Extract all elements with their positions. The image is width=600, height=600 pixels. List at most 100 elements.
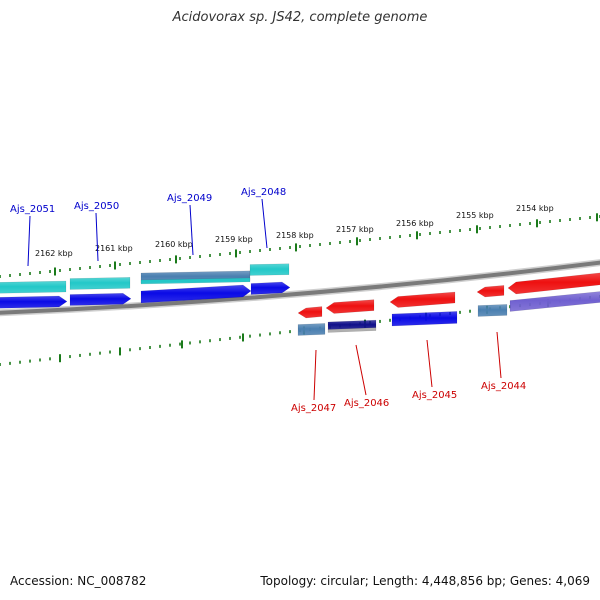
upper-scale-ruler-minor-tick bbox=[359, 239, 361, 242]
upper-scale-ruler-minor-tick bbox=[0, 275, 1, 278]
lower-scale-ruler-minor-tick bbox=[219, 338, 221, 342]
lower-scale-ruler-minor-tick bbox=[79, 353, 81, 357]
upper-scale-ruler-minor-tick bbox=[439, 231, 441, 234]
reverse-gene-leader-line bbox=[496, 331, 502, 379]
accession-label: Accession: NC_008782 bbox=[10, 574, 147, 588]
upper-scale-ruler-minor-tick bbox=[449, 230, 451, 233]
upper-scale-ruler-minor-tick bbox=[9, 274, 11, 277]
lower-scale-ruler-minor-tick bbox=[229, 336, 231, 340]
lower-scale-ruler-minor-tick bbox=[19, 360, 21, 364]
upper-scale-ruler-major-tick bbox=[175, 255, 177, 264]
gene-ajs-2047-steelblue bbox=[297, 323, 326, 336]
lower-scale-ruler-minor-tick bbox=[29, 359, 31, 363]
upper-scale-ruler-minor-tick bbox=[149, 260, 151, 263]
gene-ajs-2046-gray-edge bbox=[327, 327, 377, 333]
upper-scale-ruler-minor-tick bbox=[19, 273, 21, 276]
upper-scale-ruler-major-tick bbox=[356, 237, 358, 246]
lower-scale-ruler-minor-tick bbox=[69, 355, 71, 359]
gene-ajs-2048-blue bbox=[250, 281, 291, 295]
reverse-gene-leader-line bbox=[355, 344, 367, 396]
upper-scale-ruler-minor-tick bbox=[349, 240, 351, 243]
upper-scale-ruler-major-tick bbox=[416, 231, 418, 240]
upper-scale-ruler-minor-tick bbox=[109, 264, 111, 267]
forward-gene-label: Ajs_2050 bbox=[74, 201, 119, 212]
scale-label: 2156 kbp bbox=[396, 219, 434, 228]
lower-scale-ruler-minor-tick bbox=[39, 358, 41, 362]
upper-scale-ruler-minor-tick bbox=[579, 217, 581, 220]
upper-scale-ruler-minor-tick bbox=[279, 247, 281, 250]
upper-scale-ruler-minor-tick bbox=[429, 232, 431, 235]
upper-scale-ruler-major-tick bbox=[295, 243, 297, 252]
upper-scale-ruler-major-tick bbox=[596, 213, 598, 222]
upper-scale-ruler-minor-tick bbox=[379, 237, 381, 240]
upper-scale-ruler-minor-tick bbox=[489, 226, 491, 229]
lower-scale-ruler-major-tick bbox=[181, 340, 183, 349]
upper-scale-ruler-major-tick bbox=[476, 225, 478, 234]
scale-label: 2157 kbp bbox=[336, 225, 374, 234]
upper-scale-ruler-minor-tick bbox=[269, 248, 271, 251]
upper-scale-ruler-major-tick bbox=[235, 249, 237, 258]
lower-scale-ruler-minor-tick bbox=[239, 335, 241, 339]
scale-label: 2159 kbp bbox=[215, 235, 253, 244]
gene-neighbor-purple bbox=[509, 291, 600, 312]
upper-scale-ruler-minor-tick bbox=[29, 272, 31, 275]
upper-scale-ruler-minor-tick bbox=[329, 242, 331, 245]
upper-scale-ruler-minor-tick bbox=[369, 238, 371, 241]
upper-scale-ruler-minor-tick bbox=[339, 241, 341, 244]
genome-title: Acidovorax sp. JS42, complete genome bbox=[172, 10, 428, 25]
forward-gene-leader-line bbox=[261, 198, 268, 249]
upper-scale-ruler-minor-tick bbox=[469, 228, 471, 231]
upper-scale-ruler-minor-tick bbox=[289, 246, 291, 249]
lower-scale-ruler-minor-tick bbox=[279, 331, 281, 335]
gene-ajs-2047-red bbox=[297, 306, 323, 319]
upper-scale-ruler-minor-tick bbox=[389, 236, 391, 239]
upper-scale-ruler-minor-tick bbox=[219, 253, 221, 256]
scale-label: 2155 kbp bbox=[456, 211, 494, 220]
upper-scale-ruler-minor-tick bbox=[39, 271, 41, 274]
upper-scale-ruler-major-tick bbox=[114, 261, 116, 270]
upper-scale-ruler-minor-tick bbox=[529, 222, 531, 225]
scale-label: 2158 kbp bbox=[276, 231, 314, 240]
upper-scale-ruler-minor-tick bbox=[559, 219, 561, 222]
lower-scale-ruler-minor-tick bbox=[249, 334, 251, 338]
upper-scale-ruler-minor-tick bbox=[129, 262, 131, 265]
lower-scale-ruler-minor-tick bbox=[459, 310, 461, 314]
gene-ajs-2051-blue bbox=[0, 295, 68, 309]
lower-scale-ruler-minor-tick bbox=[389, 318, 391, 322]
upper-scale-ruler-major-tick bbox=[536, 219, 538, 228]
upper-scale-ruler-minor-tick bbox=[259, 249, 261, 252]
upper-scale-ruler-minor-tick bbox=[569, 218, 571, 221]
upper-scale-ruler-minor-tick bbox=[209, 254, 211, 257]
lower-scale-ruler-minor-tick bbox=[129, 348, 131, 352]
upper-scale-ruler-minor-tick bbox=[169, 258, 171, 261]
lower-scale-ruler-minor-tick bbox=[109, 350, 111, 354]
upper-scale-ruler-minor-tick bbox=[309, 244, 311, 247]
upper-scale-ruler-minor-tick bbox=[589, 216, 591, 219]
lower-scale-ruler-minor-tick bbox=[259, 333, 261, 337]
lower-scale-ruler-minor-tick bbox=[9, 361, 11, 365]
reverse-gene-label: Ajs_2044 bbox=[481, 381, 526, 392]
upper-scale-ruler-major-tick bbox=[54, 267, 56, 276]
reverse-gene-label: Ajs_2047 bbox=[291, 403, 336, 414]
reverse-gene-label: Ajs_2045 bbox=[412, 390, 457, 401]
lower-scale-ruler-minor-tick bbox=[179, 342, 181, 346]
forward-gene-label: Ajs_2049 bbox=[167, 193, 212, 204]
forward-gene-leader-line bbox=[189, 204, 194, 256]
gene-ajs-2044-steelblue bbox=[477, 304, 508, 317]
upper-scale-ruler-minor-tick bbox=[399, 235, 401, 238]
gene-ajs-2049-blue bbox=[140, 284, 252, 304]
lower-scale-ruler-minor-tick bbox=[469, 309, 471, 313]
forward-gene-label: Ajs_2048 bbox=[241, 187, 286, 198]
reverse-gene-leader-line bbox=[426, 339, 433, 388]
lower-scale-ruler-minor-tick bbox=[139, 347, 141, 351]
lower-scale-ruler-minor-tick bbox=[49, 357, 51, 361]
upper-scale-ruler-minor-tick bbox=[539, 221, 541, 224]
upper-scale-ruler-minor-tick bbox=[99, 265, 101, 268]
upper-scale-ruler-minor-tick bbox=[459, 229, 461, 232]
lower-scale-ruler-minor-tick bbox=[209, 339, 211, 343]
upper-scale-ruler-minor-tick bbox=[519, 223, 521, 226]
genome-backbone bbox=[0, 260, 600, 315]
lower-scale-ruler-major-tick bbox=[59, 354, 61, 363]
gene-ajs-2050-blue bbox=[69, 293, 132, 306]
